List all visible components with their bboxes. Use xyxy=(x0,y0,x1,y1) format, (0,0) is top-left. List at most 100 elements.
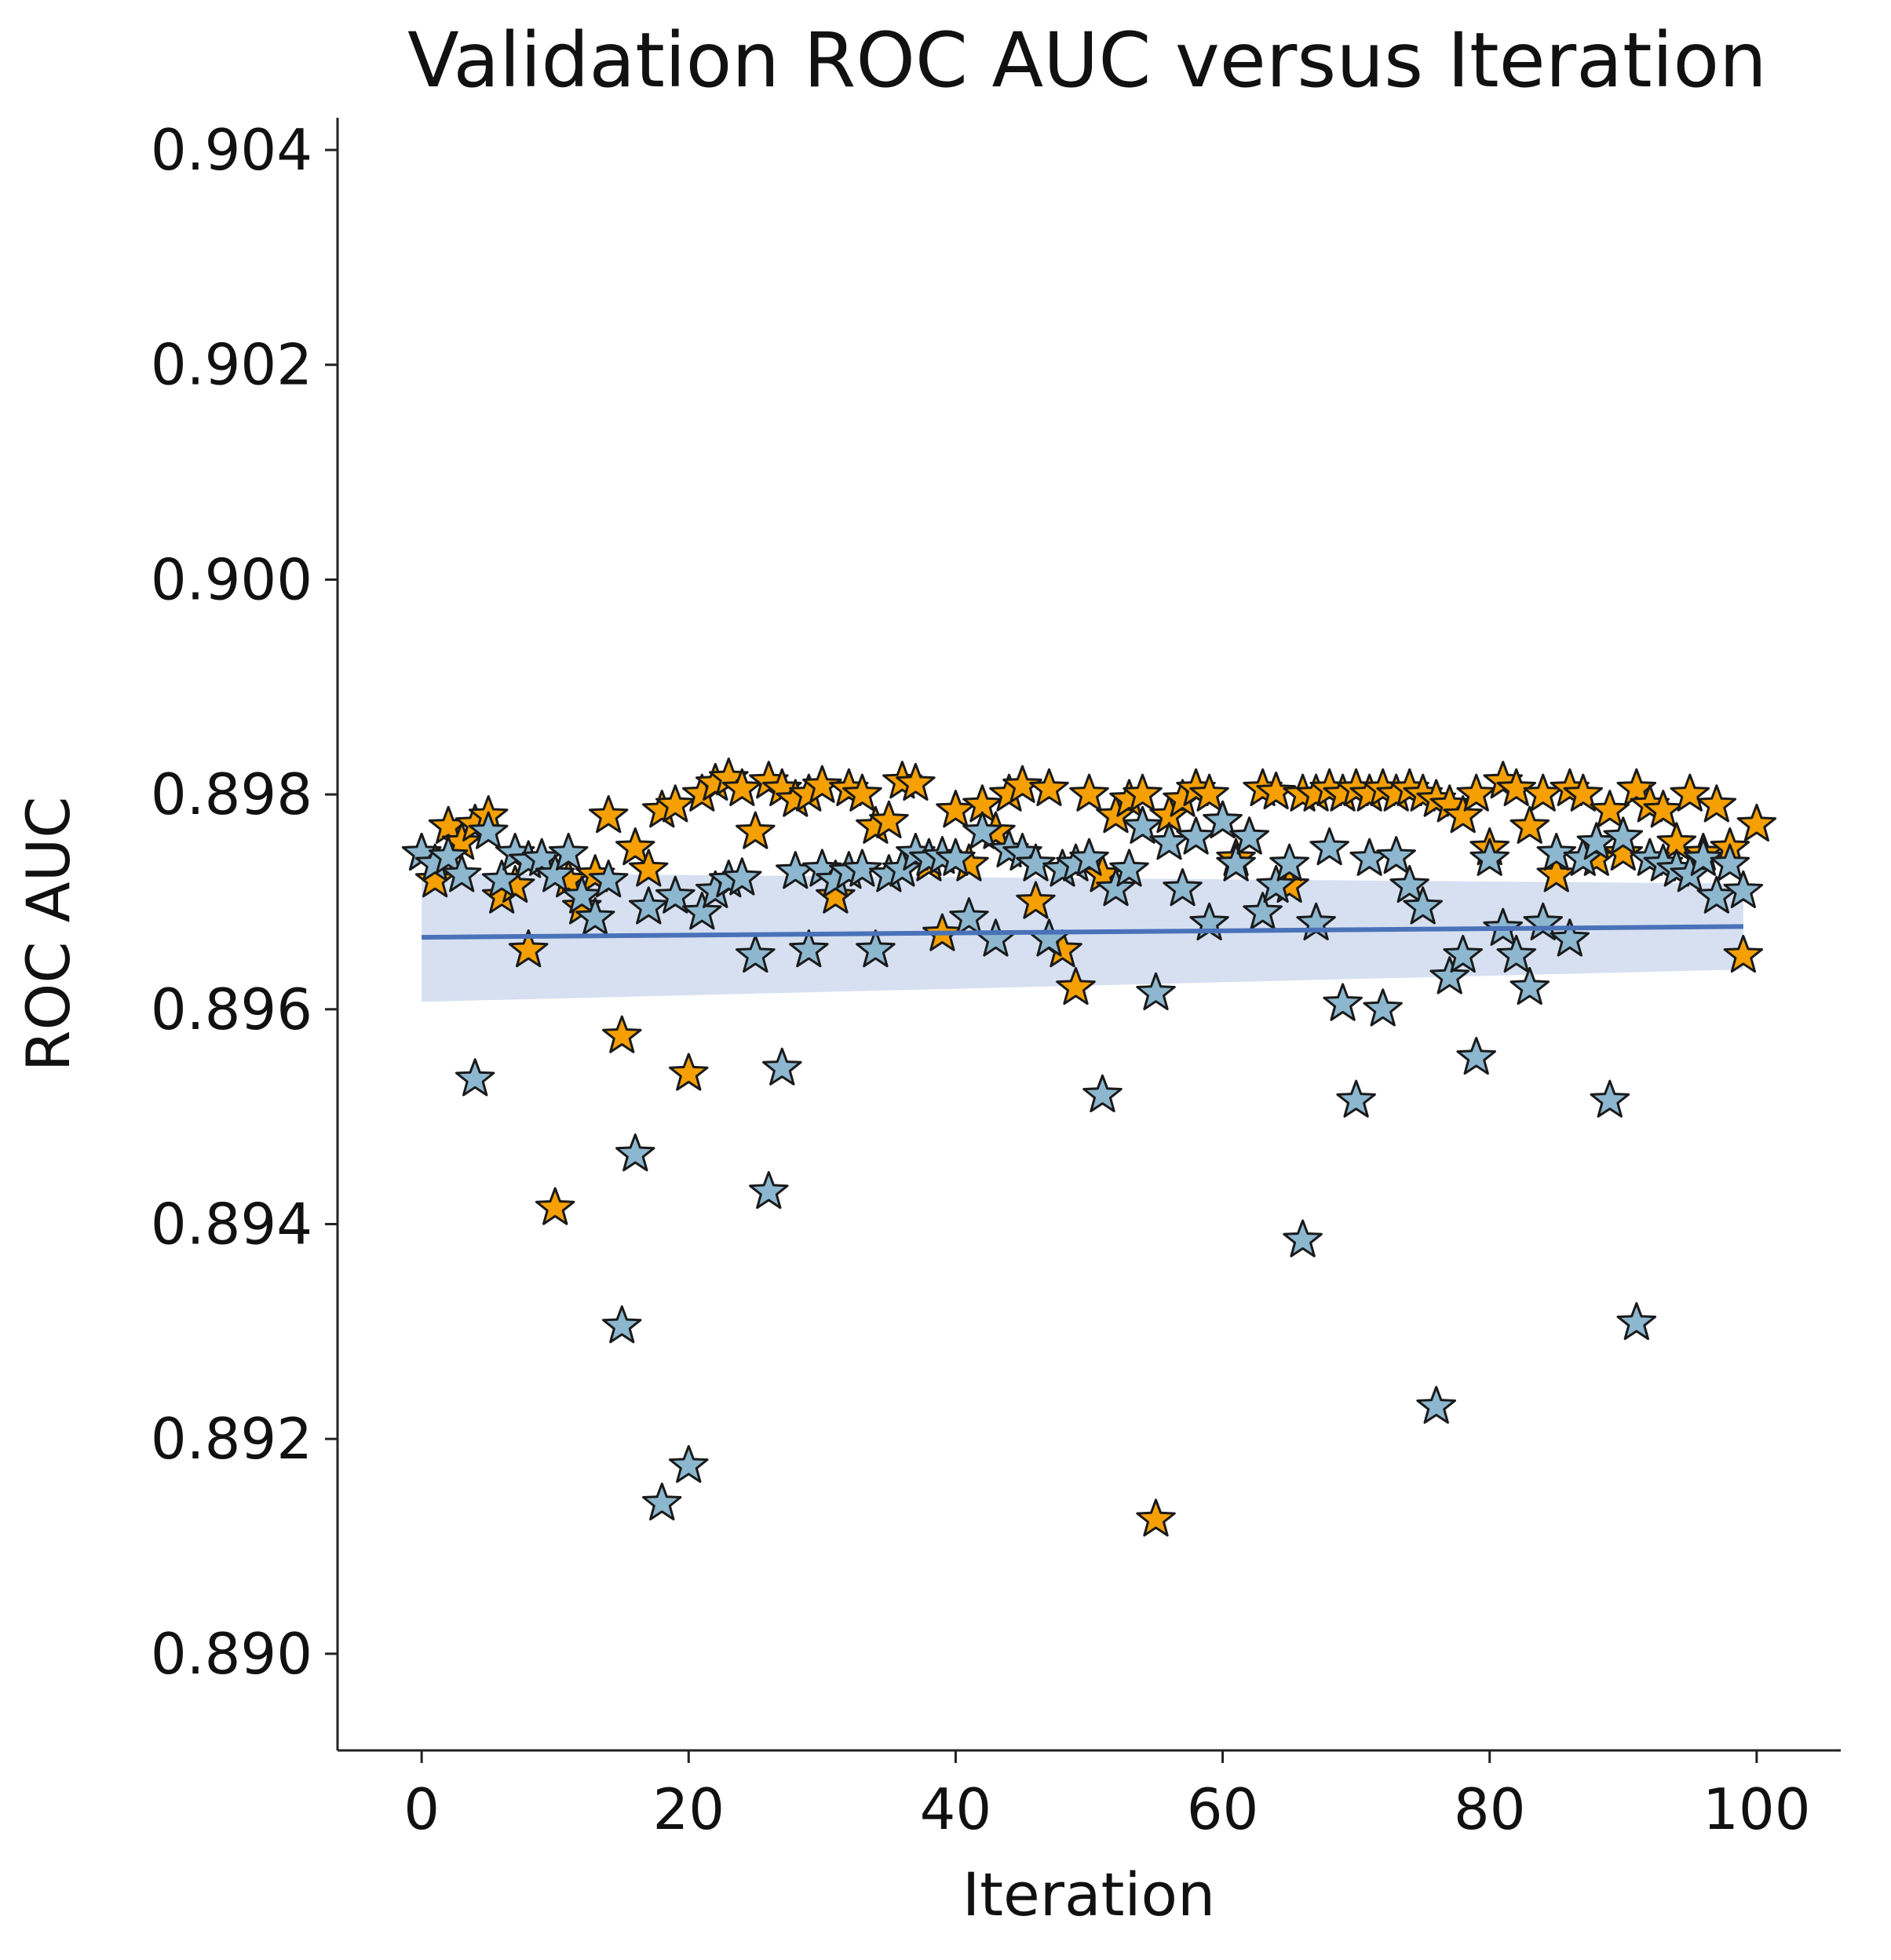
x-tick-label: 60 xyxy=(1187,1776,1259,1842)
orange-point xyxy=(1496,768,1536,806)
y-tick-label: 0.896 xyxy=(151,976,312,1042)
blue-point xyxy=(1456,1036,1496,1075)
orange-point xyxy=(1002,765,1042,803)
blue-point xyxy=(1269,843,1309,881)
blue-point xyxy=(722,857,762,896)
y-axis-label: ROC AUC xyxy=(13,797,83,1072)
blue-point xyxy=(962,811,1002,849)
blue-point xyxy=(642,1482,682,1520)
blue-point xyxy=(428,836,469,874)
orange-point xyxy=(629,849,669,887)
orange-point xyxy=(1056,966,1096,1006)
blue-point xyxy=(1429,956,1469,995)
blue-point xyxy=(1229,816,1269,855)
orange-point xyxy=(1523,773,1563,812)
blue-point xyxy=(1683,838,1724,876)
blue-point xyxy=(1349,838,1389,876)
blue-point xyxy=(1710,843,1750,881)
orange-point xyxy=(655,784,695,823)
blue-point xyxy=(1176,816,1216,855)
blue-point xyxy=(1082,1074,1123,1112)
blue-point xyxy=(1336,1079,1376,1118)
regression-line xyxy=(422,924,1743,940)
blue-point xyxy=(468,811,509,849)
orange-point xyxy=(1563,773,1603,812)
blue-point xyxy=(1363,988,1403,1027)
blue-point xyxy=(1550,918,1590,957)
blue-point xyxy=(629,886,669,925)
blue-point xyxy=(669,1444,709,1484)
regression-line-layer xyxy=(422,924,1743,940)
orange-point xyxy=(1069,773,1109,812)
blue-point xyxy=(1496,934,1536,973)
orange-point xyxy=(1696,784,1737,823)
blue-point xyxy=(1123,805,1163,844)
blue-point xyxy=(682,892,722,930)
x-axis-label: Iteration xyxy=(962,1860,1215,1929)
blue-point xyxy=(1469,838,1510,876)
y-ticks: 0.890 0.892 0.894 0.896 0.898 0.900 0.902 0.904 xyxy=(151,117,338,1687)
orange-point xyxy=(1016,881,1056,919)
blue-point xyxy=(1376,836,1416,874)
orange-point xyxy=(936,790,976,828)
orange-point xyxy=(1189,773,1229,812)
orange-point xyxy=(1536,854,1576,892)
orange-point xyxy=(816,875,856,914)
orange-point xyxy=(722,768,762,806)
blue-point xyxy=(1536,832,1576,871)
orange-point xyxy=(1136,1498,1176,1537)
blue-point xyxy=(736,934,776,973)
blue-point xyxy=(1243,892,1283,930)
y-tick-label: 0.894 xyxy=(151,1191,312,1257)
blue-point xyxy=(481,860,522,898)
orange-point xyxy=(1123,773,1163,812)
orange-point xyxy=(1256,771,1296,810)
orange-point xyxy=(1643,790,1684,828)
blue-series xyxy=(401,800,1764,1520)
blue-point xyxy=(1510,966,1550,1006)
blue-point xyxy=(615,1133,655,1172)
orange-point xyxy=(602,1015,642,1053)
blue-point xyxy=(1309,827,1349,866)
blue-point xyxy=(589,860,629,898)
blue-point xyxy=(1256,864,1296,903)
y-tick-label: 0.900 xyxy=(151,546,312,612)
blue-point xyxy=(1216,843,1256,881)
orange-point xyxy=(508,929,549,968)
orange-point xyxy=(1510,805,1550,844)
blue-point xyxy=(936,838,976,876)
blue-point xyxy=(1163,868,1203,907)
orange-point xyxy=(615,827,655,866)
orange-point xyxy=(1443,795,1483,834)
orange-point xyxy=(869,800,909,838)
x-tick-label: 20 xyxy=(652,1776,725,1842)
blue-point xyxy=(842,849,882,887)
x-tick-label: 40 xyxy=(920,1776,992,1842)
blue-point xyxy=(575,897,615,936)
blue-point xyxy=(1443,934,1483,973)
y-tick-label: 0.898 xyxy=(151,761,312,827)
blue-point xyxy=(1603,816,1644,855)
blue-point xyxy=(1096,868,1136,907)
orange-point xyxy=(1616,768,1657,806)
blue-point xyxy=(1403,886,1443,925)
blue-point xyxy=(562,875,602,914)
blue-point xyxy=(762,1047,802,1086)
blue-point xyxy=(1069,838,1109,876)
orange-point xyxy=(896,762,936,801)
orange-point xyxy=(589,795,629,834)
blue-point xyxy=(602,1305,642,1344)
blue-point xyxy=(1590,1079,1630,1118)
blue-point xyxy=(1723,870,1764,908)
orange-point xyxy=(842,773,882,812)
blue-point xyxy=(1283,1219,1323,1257)
blue-point xyxy=(789,929,829,968)
x-ticks: 0 20 40 60 80 100 xyxy=(403,1750,1811,1842)
orange-point xyxy=(1736,803,1777,842)
orange-series xyxy=(401,757,1777,1537)
orange-point xyxy=(1723,934,1764,973)
orange-point xyxy=(535,1187,575,1225)
blue-point xyxy=(454,1058,495,1097)
orange-point xyxy=(802,765,842,803)
